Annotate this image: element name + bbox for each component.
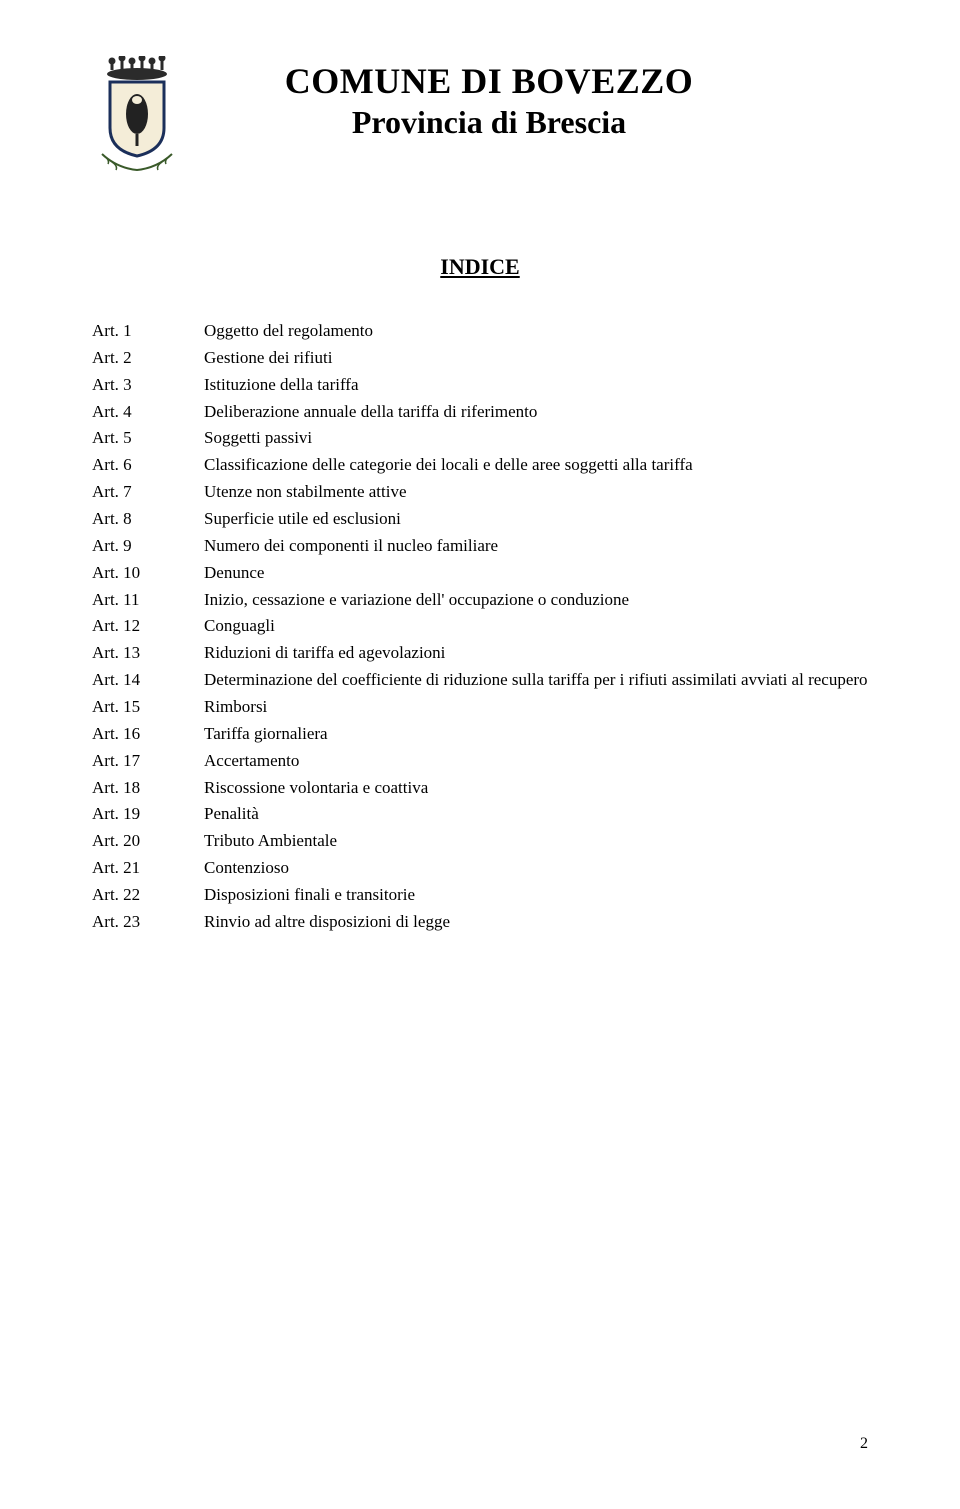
article-number: Art. 6: [92, 452, 204, 479]
article-number: Art. 12: [92, 613, 204, 640]
article-row: Art. 11Inizio, cessazione e variazione d…: [92, 587, 868, 614]
article-row: Art. 5Soggetti passivi: [92, 425, 868, 452]
article-description: Rinvio ad altre disposizioni di legge: [204, 909, 868, 936]
article-description: Tributo Ambientale: [204, 828, 868, 855]
article-row: Art. 19Penalità: [92, 801, 868, 828]
article-description: Utenze non stabilmente attive: [204, 479, 868, 506]
article-number: Art. 4: [92, 399, 204, 426]
article-row: Art. 9Numero dei componenti il nucleo fa…: [92, 533, 868, 560]
article-description: Riduzioni di tariffa ed agevolazioni: [204, 640, 868, 667]
article-row: Art. 17Accertamento: [92, 748, 868, 775]
indice-heading: INDICE: [92, 254, 868, 280]
title-main: COMUNE DI BOVEZZO: [110, 60, 868, 102]
article-row: Art. 23Rinvio ad altre disposizioni di l…: [92, 909, 868, 936]
article-row: Art. 15Rimborsi: [92, 694, 868, 721]
article-description: Riscossione volontaria e coattiva: [204, 775, 868, 802]
article-description: Tariffa giornaliera: [204, 721, 868, 748]
article-number: Art. 22: [92, 882, 204, 909]
article-number: Art. 16: [92, 721, 204, 748]
article-row: Art. 7Utenze non stabilmente attive: [92, 479, 868, 506]
article-number: Art. 5: [92, 425, 204, 452]
article-description: Gestione dei rifiuti: [204, 345, 868, 372]
article-description: Conguagli: [204, 613, 868, 640]
article-row: Art. 10Denunce: [92, 560, 868, 587]
article-description: Accertamento: [204, 748, 868, 775]
article-description: Determinazione del coefficiente di riduz…: [204, 667, 868, 694]
article-number: Art. 21: [92, 855, 204, 882]
article-index-list: Art. 1Oggetto del regolamentoArt. 2Gesti…: [92, 318, 868, 936]
title-sub: Provincia di Brescia: [110, 104, 868, 141]
article-number: Art. 23: [92, 909, 204, 936]
article-number: Art. 17: [92, 748, 204, 775]
article-row: Art. 20Tributo Ambientale: [92, 828, 868, 855]
article-description: Numero dei componenti il nucleo familiar…: [204, 533, 868, 560]
article-row: Art. 13Riduzioni di tariffa ed agevolazi…: [92, 640, 868, 667]
article-description: Superficie utile ed esclusioni: [204, 506, 868, 533]
article-row: Art. 6Classificazione delle categorie de…: [92, 452, 868, 479]
article-description: Rimborsi: [204, 694, 868, 721]
article-row: Art. 18Riscossione volontaria e coattiva: [92, 775, 868, 802]
article-description: Deliberazione annuale della tariffa di r…: [204, 399, 868, 426]
article-number: Art. 9: [92, 533, 204, 560]
article-number: Art. 7: [92, 479, 204, 506]
article-number: Art. 15: [92, 694, 204, 721]
article-description: Soggetti passivi: [204, 425, 868, 452]
article-number: Art. 19: [92, 801, 204, 828]
article-description: Denunce: [204, 560, 868, 587]
article-description: Penalità: [204, 801, 868, 828]
article-number: Art. 3: [92, 372, 204, 399]
article-row: Art. 8Superficie utile ed esclusioni: [92, 506, 868, 533]
article-row: Art. 12Conguagli: [92, 613, 868, 640]
article-row: Art. 22Disposizioni finali e transitorie: [92, 882, 868, 909]
article-number: Art. 10: [92, 560, 204, 587]
article-number: Art. 2: [92, 345, 204, 372]
article-number: Art. 11: [92, 587, 204, 614]
article-row: Art. 4Deliberazione annuale della tariff…: [92, 399, 868, 426]
article-number: Art. 20: [92, 828, 204, 855]
article-description: Disposizioni finali e transitorie: [204, 882, 868, 909]
article-description: Contenzioso: [204, 855, 868, 882]
title-block: COMUNE DI BOVEZZO Provincia di Brescia: [110, 56, 868, 141]
article-description: Classificazione delle categorie dei loca…: [204, 452, 868, 479]
article-description: Oggetto del regolamento: [204, 318, 868, 345]
article-description: Istituzione della tariffa: [204, 372, 868, 399]
article-number: Art. 13: [92, 640, 204, 667]
article-row: Art. 16Tariffa giornaliera: [92, 721, 868, 748]
article-number: Art. 8: [92, 506, 204, 533]
article-number: Art. 18: [92, 775, 204, 802]
article-number: Art. 14: [92, 667, 204, 694]
article-description: Inizio, cessazione e variazione dell' oc…: [204, 587, 868, 614]
page-number: 2: [860, 1435, 868, 1453]
article-row: Art. 2Gestione dei rifiuti: [92, 345, 868, 372]
article-row: Art. 21Contenzioso: [92, 855, 868, 882]
article-number: Art. 1: [92, 318, 204, 345]
article-row: Art. 1Oggetto del regolamento: [92, 318, 868, 345]
document-header: COMUNE DI BOVEZZO Provincia di Brescia: [92, 56, 868, 176]
article-row: Art. 14Determinazione del coefficiente d…: [92, 667, 868, 694]
article-row: Art. 3Istituzione della tariffa: [92, 372, 868, 399]
